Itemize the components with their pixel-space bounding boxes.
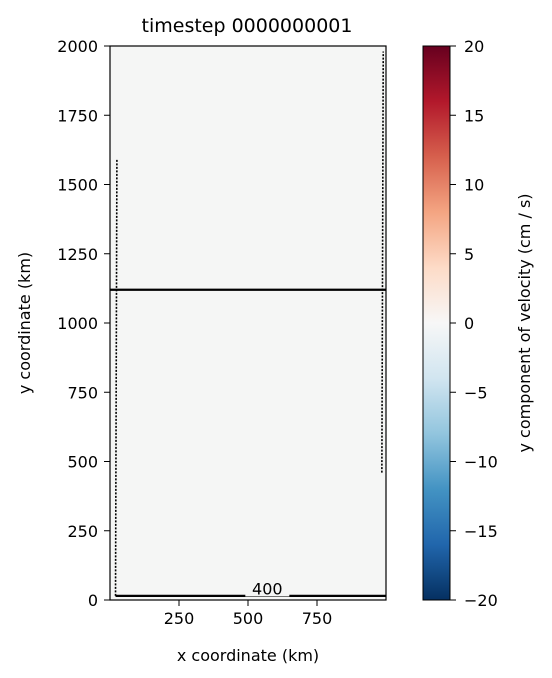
left-wall-contour [114,159,118,596]
colorbar-tick-label: 5 [464,245,474,264]
colorbar-label: y component of velocity (cm / s) [515,193,534,452]
contour-label-bg [245,580,290,597]
y-axis: 0 250 500 750 1000 1250 1500 1750 2000 [57,37,110,610]
y-tick-label: 750 [67,383,98,402]
velocity-field [110,46,386,600]
contour-lines: 400 [110,51,386,598]
colorbar-tick-label: 20 [464,37,484,56]
y-tick-label: 250 [67,522,98,541]
x-axis: 250 500 750 [164,600,333,628]
contour-label: 400 [252,579,283,598]
x-tick-label: 250 [164,609,195,628]
y-tick-label: 1250 [57,245,98,264]
y-tick-label: 1500 [57,176,98,195]
y-tick-label: 1750 [57,106,98,125]
right-wall-contour [381,51,385,473]
colorbar-tick-label: −15 [464,522,498,541]
x-tick-label: 750 [302,609,333,628]
colorbar-ticks: 20 15 10 5 0 −5 −10 −15 −20 [450,37,498,610]
colorbar [422,45,451,601]
colorbar-tick-label: 15 [464,106,484,125]
y-tick-label: 1000 [57,314,98,333]
y-tick-label: 500 [67,453,98,472]
colorbar-tick-label: 10 [464,176,484,195]
colorbar-tick-label: 0 [464,314,474,333]
y-tick-label: 0 [88,591,98,610]
x-tick-label: 500 [233,609,264,628]
colorbar-tick-label: −10 [464,453,498,472]
chart-title: timestep 0000000001 [142,15,353,37]
colorbar-tick-label: −20 [464,591,498,610]
colorbar-tick-label: −5 [464,383,488,402]
y-axis-label: y coordinate (km) [15,252,34,394]
y-tick-label: 2000 [57,37,98,56]
x-axis-label: x coordinate (km) [177,646,319,665]
